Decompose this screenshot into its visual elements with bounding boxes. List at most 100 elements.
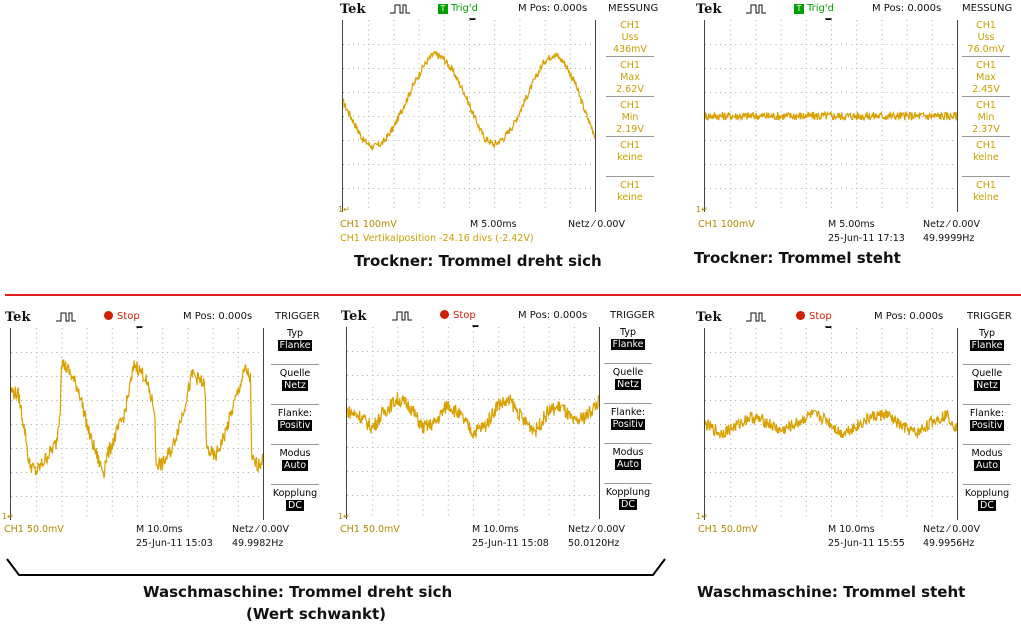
measurement-item[interactable]: CH1 keine [953,140,1019,164]
trigger-menu-item[interactable]: Modus Auto [595,447,661,471]
grid-dot [831,20,832,21]
grid-dot [443,164,445,165]
trigger-menu-item[interactable]: Flanke: Positiv [595,407,661,431]
ground-marker-icon: 1↵ [696,512,708,521]
grid-dot [393,135,395,137]
measurement-item[interactable]: CH1 keine [597,140,663,164]
grid-dot [363,92,365,93]
grid-dot [479,92,481,93]
trigger-status: Stop [104,311,140,322]
grid-dot [498,355,500,357]
grid-dot [881,380,883,382]
measurement-item[interactable]: CH1 Min 2.19V [597,100,663,136]
grid-dot [568,351,570,352]
grid-dot [831,481,832,483]
grid-dot [217,400,219,401]
grid-dot [187,496,189,497]
measurement-item[interactable]: CH1 keine [953,180,1019,204]
trigger-menu-item[interactable]: Typ Flanke [595,327,661,351]
grid-dot [393,159,395,161]
grid-dot [402,471,404,472]
grid-dot [232,400,234,401]
grid-dot [831,328,832,329]
grid-dot [232,352,234,353]
grid-dot [548,432,550,434]
grid-dot [71,424,73,425]
trigger-menu-item[interactable]: Quelle Netz [595,367,661,391]
grid-dot [810,352,812,353]
grid-dot [86,380,88,382]
grid-dot [906,390,908,392]
trigger-menu-item[interactable]: Flanke: Positiv [262,408,328,432]
grid-dot [499,92,501,93]
grid-dot [559,140,561,141]
grid-dot [755,72,757,74]
grid-dot [780,438,782,440]
grid-dot [881,125,883,127]
trigger-menu-item[interactable]: Typ Flanke [954,328,1020,352]
trigger-menu-item[interactable]: Kopplung DC [262,488,328,512]
grid-dot [378,164,380,165]
grid-dot [137,337,138,339]
measurement-item[interactable]: CH1 Uss 76.0mV [953,20,1019,56]
grid-dot [467,495,469,496]
grid-dot [519,168,521,170]
grid-dot [447,514,449,516]
trigger-menu-item[interactable]: Kopplung DC [595,487,661,511]
grid-dot [518,375,520,376]
grid-dot [548,442,550,444]
measurement-type: Uss [977,32,995,43]
grid-dot [443,24,445,26]
grid-dot [21,352,23,353]
grid-dot [237,328,239,329]
grid-dot [770,164,772,165]
grid-dot [589,44,591,45]
grid-dot [569,72,571,74]
grid-dot [931,515,933,517]
grid-dot [469,29,470,31]
measurement-item[interactable]: CH1 Max 2.62V [597,60,663,96]
measurement-item[interactable]: CH1 Max 2.45V [953,60,1019,96]
trigger-menu-item[interactable]: Kopplung DC [954,488,1020,512]
grid-dot [422,514,424,516]
grid-dot [473,408,474,410]
trigger-menu-item[interactable]: Quelle Netz [262,368,328,392]
grid-dot [479,116,481,117]
grid-dot [36,467,38,469]
measurement-item[interactable]: CH1 Min 2.37V [953,100,1019,136]
grid-dot [489,68,491,69]
grid-dot [523,375,525,376]
grid-dot [498,427,500,429]
menu-item-label: Kopplung [964,488,1010,499]
trigger-menu-item[interactable]: Modus Auto [954,448,1020,472]
grid-dot [931,24,933,26]
grid-dot [121,496,123,497]
grid-dot [519,20,521,21]
grid-dot [422,456,424,458]
trigger-menu-item[interactable]: Typ Flanke [262,328,328,352]
trigger-menu-item[interactable]: Modus Auto [262,448,328,472]
grid-dot [780,462,782,464]
measurement-item[interactable]: CH1 Uss 436mV [597,20,663,56]
grid-dot [147,376,149,377]
grid-dot [805,352,807,353]
grid-dot [422,331,424,333]
grid-dot [232,424,234,425]
grid-dot [418,111,420,113]
grid-dot [831,452,832,454]
grid-dot [906,347,908,349]
grid-dot [891,448,893,449]
grid-dot [367,351,369,352]
grid-dot [881,154,883,156]
grid-dot [921,92,923,93]
grid-dot [162,361,164,363]
grid-dot [448,44,450,45]
grid-dot [805,376,807,377]
grid-dot [548,351,550,352]
grid-dot [544,44,546,45]
trigger-menu-item[interactable]: Flanke: Positiv [954,408,1020,432]
trigger-menu-item[interactable]: Quelle Netz [954,368,1020,392]
measurement-item[interactable]: CH1 keine [597,180,663,204]
grid-dot [387,471,389,472]
grid-dot [891,140,893,141]
